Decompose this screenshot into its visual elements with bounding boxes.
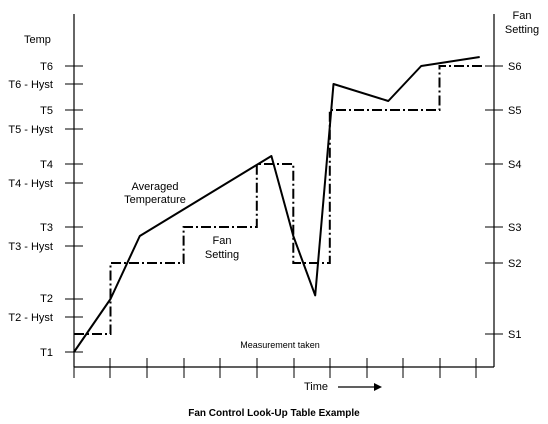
right-axis-title-line2: Setting bbox=[505, 24, 539, 36]
left-label-t4-hyst: T4 - Hyst bbox=[8, 178, 53, 190]
x-axis-label: Time bbox=[304, 381, 328, 393]
fan-curve-label-line1: Fan bbox=[213, 235, 232, 247]
right-label-s2: S2 bbox=[508, 258, 521, 270]
left-label-t1: T1 bbox=[40, 347, 53, 359]
arrow-right-icon bbox=[338, 383, 382, 391]
left-axis-title: Temp bbox=[24, 34, 51, 46]
measurement-annotation: Measurement taken bbox=[240, 340, 320, 350]
left-label-t2: T2 bbox=[40, 293, 53, 305]
right-axis-title-line1: Fan bbox=[513, 10, 532, 22]
temp-curve-label-line2: Temperature bbox=[124, 194, 186, 206]
left-label-t6-hyst: T6 - Hyst bbox=[8, 79, 53, 91]
fan-setting-line bbox=[74, 65, 484, 335]
right-label-s6: S6 bbox=[508, 61, 521, 73]
left-label-t2-hyst: T2 - Hyst bbox=[8, 312, 53, 324]
series-layer bbox=[73, 56, 484, 353]
right-label-s3: S3 bbox=[508, 222, 521, 234]
fan-curve-label-line2: Setting bbox=[205, 249, 239, 261]
right-label-s1: S1 bbox=[508, 329, 521, 341]
left-label-t6: T6 bbox=[40, 61, 53, 73]
right-label-s5: S5 bbox=[508, 105, 521, 117]
left-label-t4: T4 bbox=[40, 159, 53, 171]
temp-curve-label-line1: Averaged bbox=[132, 181, 179, 193]
left-label-t3-hyst: T3 - Hyst bbox=[8, 241, 53, 253]
right-label-s4: S4 bbox=[508, 159, 521, 171]
x-ticks bbox=[73, 358, 477, 378]
left-label-t5-hyst: T5 - Hyst bbox=[8, 124, 53, 136]
figure-caption: Fan Control Look-Up Table Example bbox=[188, 408, 360, 419]
right-ticks bbox=[485, 65, 503, 335]
averaged-temperature-line bbox=[73, 56, 480, 353]
left-label-t5: T5 bbox=[40, 105, 53, 117]
left-label-t3: T3 bbox=[40, 222, 53, 234]
